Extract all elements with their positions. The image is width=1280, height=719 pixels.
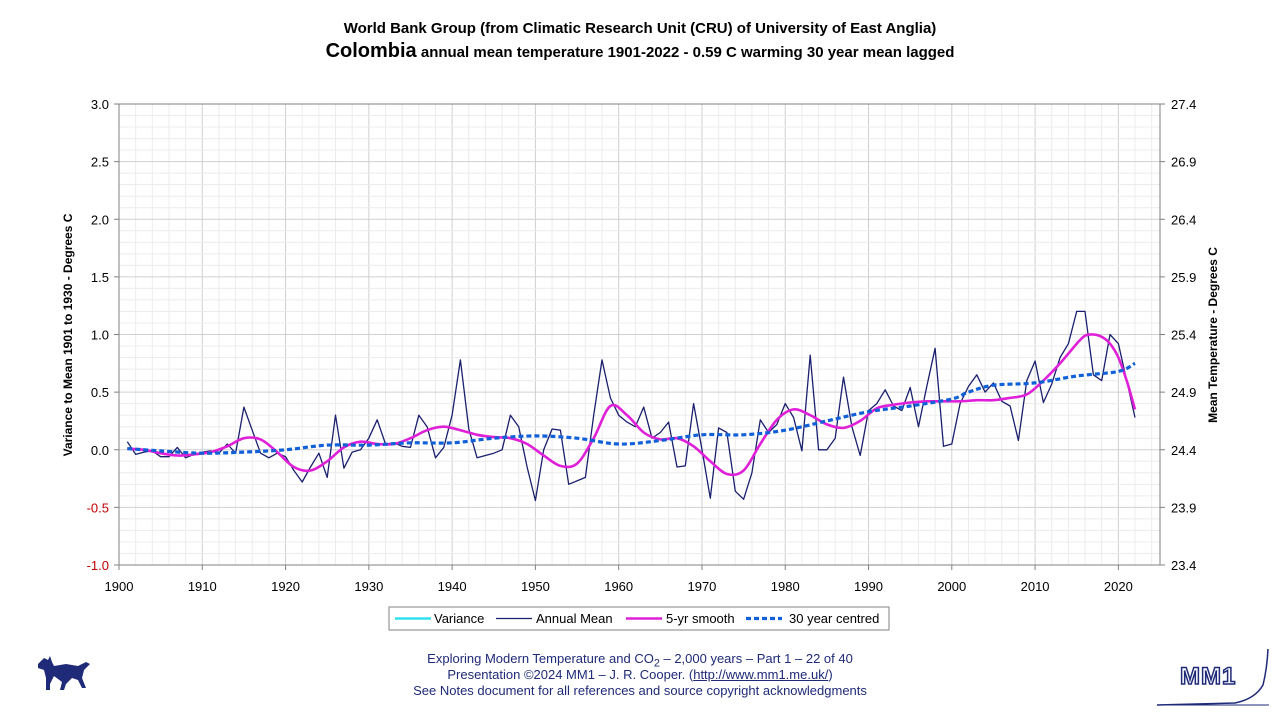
footer-line1: Exploring Modern Temperature and CO2 – 2… <box>0 651 1280 670</box>
y-tick-label-left: 3.0 <box>91 97 109 112</box>
y-tick-label-left: -1.0 <box>87 558 109 573</box>
chart-title-line2: Colombia annual mean temperature 1901-20… <box>0 40 1280 63</box>
y-tick-label-left: 1.0 <box>91 328 109 343</box>
legend-annual-mean-label: Annual Mean <box>536 611 613 626</box>
x-tick-label: 1910 <box>188 579 217 594</box>
dog-icon <box>38 656 90 690</box>
x-tick-label: 1950 <box>521 579 550 594</box>
footer-line1-sub: 2 <box>653 657 660 670</box>
footer-line2: Presentation ©2024 MM1 – J. R. Cooper. (… <box>0 667 1280 682</box>
y-tick-label-right: 25.4 <box>1171 328 1196 343</box>
x-tick-label: 1990 <box>854 579 883 594</box>
x-tick-label: 1960 <box>604 579 633 594</box>
y-tick-label-right: 27.4 <box>1171 97 1196 112</box>
footer-line2-a: Presentation ©2024 MM1 – J. R. Cooper. ( <box>447 667 694 682</box>
mm1-logo-text: MM1 <box>1179 662 1237 691</box>
y-tick-label-left: 2.5 <box>91 155 109 170</box>
y-tick-label-right: 26.9 <box>1171 155 1196 170</box>
footer-line3: See Notes document for all references an… <box>413 683 867 698</box>
legend-variance-label: Variance <box>434 611 484 626</box>
x-tick-label: 2000 <box>937 579 966 594</box>
x-tick-label: 1920 <box>271 579 300 594</box>
footer-line2-b: ) <box>828 667 833 682</box>
y-tick-label-left: 0.5 <box>91 385 109 400</box>
legend-5yr-smooth-label: 5-yr smooth <box>666 611 735 626</box>
x-tick-label: 2020 <box>1104 579 1133 594</box>
x-tick-label: 1900 <box>105 579 134 594</box>
y-tick-label-left: 1.5 <box>91 270 109 285</box>
y-tick-label-right: 24.9 <box>1171 385 1196 400</box>
y-axis-label-left: Variance to Mean 1901 to 1930 - Degrees … <box>61 213 75 456</box>
y-tick-label-right: 24.4 <box>1171 443 1196 458</box>
series-30yr-centred-line <box>127 361 1136 455</box>
series-5yr-smooth-line <box>127 333 1137 477</box>
y-tick-label-right: 26.4 <box>1171 212 1196 227</box>
series-annual-mean-line <box>126 310 1136 502</box>
chart-title-country: Colombia <box>325 40 417 62</box>
x-tick-label: 1980 <box>771 579 800 594</box>
x-tick-label: 1930 <box>354 579 383 594</box>
y-tick-label-right: 23.4 <box>1171 558 1196 573</box>
y-tick-label-left: -0.5 <box>87 500 109 515</box>
y-axis-label-right: Mean Temperature - Degrees C <box>1206 247 1220 423</box>
legend-30yr-centred-label: 30 year centred <box>789 611 879 626</box>
chart-title-rest: annual mean temperature 1901-2022 - 0.59… <box>416 44 955 61</box>
chart-title-line1: World Bank Group (from Climatic Research… <box>343 20 937 37</box>
x-tick-label: 2010 <box>1021 579 1050 594</box>
footer-line1-a: Exploring Modern Temperature and CO <box>427 651 654 666</box>
footer-link[interactable]: http://www.mm1.me.uk/ <box>693 667 829 682</box>
x-tick-label: 1940 <box>438 579 467 594</box>
footer-line1-b: – 2,000 years – Part 1 – 22 of 40 <box>659 651 853 666</box>
x-tick-label: 1970 <box>687 579 716 594</box>
y-tick-label-right: 25.9 <box>1171 270 1196 285</box>
mm1-logo-icon <box>1156 648 1269 706</box>
y-tick-label-right: 23.9 <box>1171 500 1196 515</box>
y-tick-label-left: 0.0 <box>91 443 109 458</box>
y-tick-label-left: 2.0 <box>91 212 109 227</box>
